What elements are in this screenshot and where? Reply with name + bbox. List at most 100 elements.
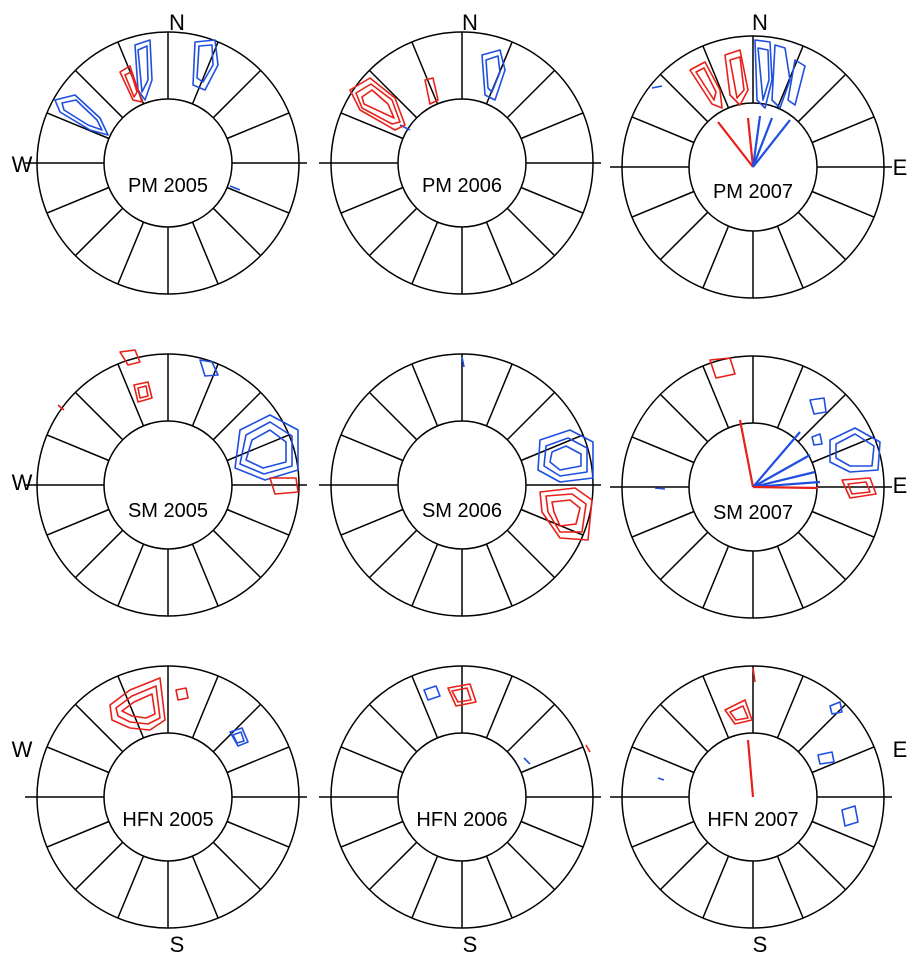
contour-blue — [523, 757, 531, 765]
sector-spoke — [520, 746, 584, 774]
sector-spoke — [811, 820, 875, 848]
inner-ring — [103, 98, 233, 228]
panel-pm-2005: PM 2005 — [25, 31, 307, 295]
sector-spoke — [411, 221, 439, 285]
sector-spoke — [485, 363, 513, 427]
sector-spokes — [319, 32, 601, 294]
sector-spoke — [411, 41, 439, 105]
vector-blue — [752, 431, 801, 488]
compass-east-row2: E — [893, 473, 907, 498]
compass-north-pm2007: N — [752, 10, 768, 35]
contour-red — [119, 349, 141, 366]
contour-blue — [651, 85, 663, 89]
contour-red — [841, 477, 877, 499]
blue-contours — [461, 356, 594, 483]
contour-red — [551, 499, 581, 527]
blue-contours — [199, 359, 299, 481]
sector-spoke — [368, 841, 418, 891]
sector-spoke — [340, 434, 404, 462]
compass-east-row3: E — [893, 737, 907, 762]
contour-red — [709, 357, 736, 379]
compass-south-hfn2005: S — [170, 932, 185, 957]
sector-spoke — [702, 675, 730, 739]
contour-blue — [543, 437, 588, 477]
contour-blue — [549, 445, 582, 471]
sector-spoke — [797, 841, 847, 891]
sector-spoke — [340, 746, 404, 774]
contour-blue — [134, 39, 153, 101]
contour-blue — [654, 487, 666, 490]
contour-blue — [829, 701, 843, 715]
sector-spoke — [411, 543, 439, 607]
sector-spoke — [368, 703, 418, 753]
contour-red — [752, 667, 756, 683]
sector-spoke — [212, 703, 262, 753]
contour-red — [137, 385, 149, 399]
vector-red — [752, 485, 819, 490]
sector-spoke — [485, 675, 513, 739]
vector-blue — [752, 119, 791, 168]
sector-spoke — [702, 855, 730, 919]
sector-spoke — [226, 434, 290, 462]
blue-contours — [423, 685, 531, 765]
vector-red — [746, 117, 755, 168]
sector-spokes — [25, 354, 307, 616]
contour-blue — [461, 356, 465, 368]
sector-spoke — [811, 746, 875, 774]
sector-spoke — [659, 393, 709, 443]
sector-spoke — [776, 365, 804, 429]
contour-blue — [809, 397, 827, 415]
sector-spoke — [74, 703, 124, 753]
contour-red — [124, 71, 138, 98]
compass-north-pm2006: N — [462, 10, 478, 35]
contour-red — [121, 693, 156, 719]
sector-spoke — [520, 508, 584, 536]
mean-vectors — [738, 419, 821, 490]
sector-spoke — [74, 69, 124, 119]
contour-blue — [239, 421, 293, 475]
sector-spoke — [212, 69, 262, 119]
contour-red — [729, 705, 749, 721]
sector-spoke — [117, 221, 145, 285]
contour-blue — [835, 433, 875, 467]
sector-spoke — [212, 529, 262, 579]
contour-red — [119, 65, 143, 103]
contour-blue — [245, 429, 287, 469]
contour-blue — [192, 39, 219, 91]
sector-spoke — [520, 186, 584, 214]
sector-spoke — [340, 186, 404, 214]
mean-vectors — [746, 739, 755, 798]
contour-red — [115, 685, 161, 725]
contour-blue — [481, 49, 506, 101]
vector-blue — [751, 115, 762, 168]
contour-blue — [61, 99, 103, 131]
contour-red — [695, 67, 717, 101]
sector-spoke — [368, 391, 418, 441]
contour-red — [361, 89, 395, 119]
sector-spoke — [226, 820, 290, 848]
sector-spoke — [46, 112, 110, 140]
red-contours — [109, 677, 189, 731]
panel-label: HFN 2007 — [707, 809, 798, 831]
sector-spoke — [340, 820, 404, 848]
compass-south-hfn2006: S — [463, 932, 478, 957]
sector-spoke — [117, 363, 145, 427]
sector-spokes — [319, 354, 601, 616]
contour-blue — [841, 805, 859, 827]
panel-sm-2005: SM 2005 — [25, 349, 307, 617]
panel-hfn-2007: HFN 2007 — [610, 665, 892, 929]
red-contours — [349, 77, 439, 131]
compass-south-hfn2007: S — [753, 932, 768, 957]
sector-spoke — [631, 746, 695, 774]
sector-spoke — [520, 434, 584, 462]
sector-spoke — [811, 190, 875, 218]
sector-spoke — [631, 116, 695, 144]
red-contours — [119, 65, 143, 103]
sector-spoke — [506, 391, 556, 441]
sector-spoke — [506, 529, 556, 579]
sector-spoke — [659, 841, 709, 891]
contour-red — [847, 481, 871, 495]
panel-hfn-2005: HFN 2005 — [25, 665, 307, 929]
blue-contours — [229, 727, 249, 747]
